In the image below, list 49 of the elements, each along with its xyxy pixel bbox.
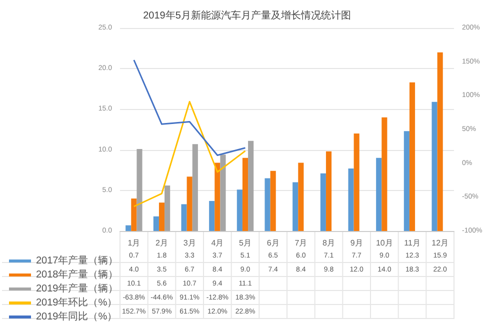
x-tick-label: 10月 [376,238,393,248]
bar [292,182,298,231]
bar [164,186,170,231]
legend-label: 2019年环比（%） [36,296,118,308]
bar [236,190,242,231]
x-tick-label: 6月 [266,238,280,248]
bar [432,102,438,231]
bar [354,134,360,231]
x-tick-label: 11月 [404,238,420,248]
x-tick-label: 4月 [211,238,224,248]
bar [242,158,248,231]
bar [248,140,254,231]
bar [437,52,443,231]
legend-label: 2017年产量（辆） [36,254,118,266]
bar [158,202,165,231]
bar [404,131,410,231]
legend-label: 2019年产量（辆） [36,282,118,294]
x-tick-label: 12月 [432,238,449,248]
bar [376,158,382,231]
line-series [133,59,246,156]
bar [181,204,187,231]
x-tick-label: 1月 [128,238,140,248]
bar [209,200,215,231]
x-tick-label: 2月 [156,238,168,248]
bar [153,216,159,231]
bar [126,225,132,231]
bar [186,176,192,231]
legend-label: 2019年同比（%） [36,310,118,322]
bar [409,82,416,231]
bar [220,154,226,231]
bar [214,162,220,231]
bar [326,151,332,231]
bar [264,178,270,231]
bar [136,148,142,231]
bar [298,162,304,231]
bar [192,144,198,231]
bar [131,198,137,231]
bar [348,168,354,231]
chart-title: 2019年5月新能源汽车月产量及增长情况统计图 [143,10,351,22]
x-tick-label: 7月 [294,238,308,248]
x-tick-label: 5月 [239,238,252,248]
legend-label: 2018年产量（辆） [36,268,118,280]
x-tick-label: 9月 [350,238,363,248]
bar [270,170,276,231]
bar [320,173,326,231]
bar [382,117,388,231]
x-tick-label: 3月 [183,238,196,248]
x-tick-label: 8月 [322,238,335,248]
line-series [133,100,246,208]
